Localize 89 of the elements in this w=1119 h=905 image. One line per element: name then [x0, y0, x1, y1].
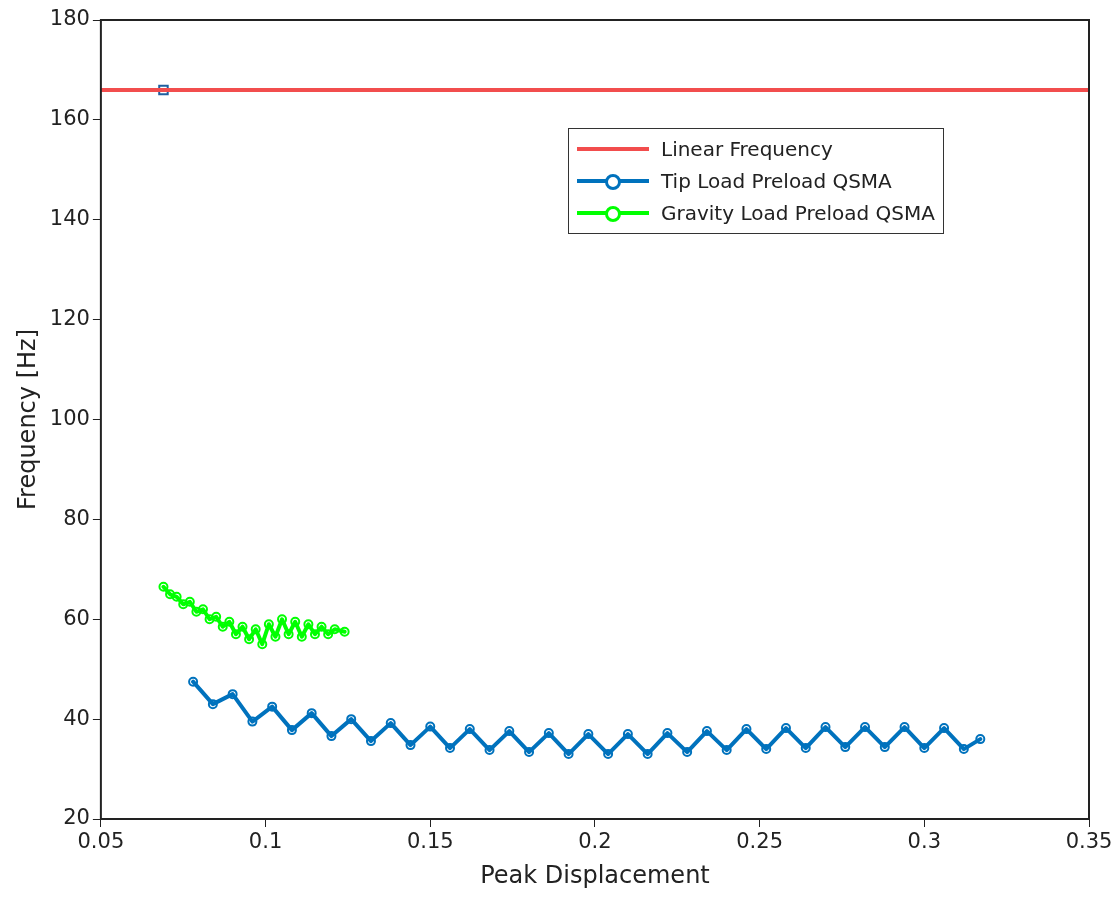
point: [207, 699, 218, 710]
point: [780, 723, 791, 734]
point: [800, 743, 811, 754]
x-tick-label: 0.05: [77, 829, 125, 854]
point: [316, 621, 327, 632]
point: [543, 728, 554, 739]
point: [178, 599, 189, 610]
point: [563, 749, 574, 760]
point: [339, 626, 350, 637]
point: [741, 724, 752, 735]
point: [286, 725, 297, 736]
point: [682, 747, 693, 758]
x-tick-label: 0.25: [736, 829, 784, 854]
y-tick-label: 100: [49, 405, 90, 430]
point: [303, 619, 314, 630]
point: [583, 729, 594, 740]
point: [820, 722, 831, 733]
point: [230, 629, 241, 640]
point: [270, 631, 281, 642]
point: [524, 747, 535, 758]
point: [899, 722, 910, 733]
point: [504, 726, 515, 737]
y-tick-label: 20: [63, 805, 90, 830]
x-tick-label: 0.1: [248, 829, 283, 854]
legend-label: Tip Load Preload QSMA: [660, 169, 892, 193]
point: [191, 606, 202, 617]
point: [939, 723, 950, 734]
point: [290, 616, 301, 627]
x-axis-title: Peak Displacement: [480, 860, 710, 889]
point: [642, 749, 653, 760]
point: [309, 629, 320, 640]
point: [346, 714, 357, 725]
point: [721, 745, 732, 756]
y-tick-label: 180: [49, 6, 90, 31]
point: [603, 749, 614, 760]
point: [244, 634, 255, 645]
point: [761, 744, 772, 755]
point: [464, 724, 475, 735]
point: [257, 639, 268, 650]
point: [701, 726, 712, 737]
point: [306, 708, 317, 719]
point: [250, 624, 261, 635]
y-tick-label: 80: [63, 505, 90, 530]
point: [385, 718, 396, 729]
point: [365, 736, 376, 747]
y-tick-label: 60: [63, 605, 90, 630]
point: [879, 742, 890, 753]
point: [197, 604, 208, 615]
point: [184, 596, 195, 607]
point: [323, 629, 334, 640]
point: [840, 742, 851, 753]
point: [326, 731, 337, 742]
point: [158, 84, 169, 96]
point: [329, 624, 340, 635]
x-tick-label: 0.15: [406, 829, 454, 854]
y-axis-title: Frequency [Hz]: [12, 329, 41, 510]
point: [919, 743, 930, 754]
point: [224, 616, 235, 627]
point: [622, 729, 633, 740]
point: [296, 631, 307, 642]
point: [425, 721, 436, 732]
point: [165, 589, 176, 600]
x-tick-label: 0.35: [1065, 829, 1113, 854]
point: [405, 740, 416, 751]
legend-label: Linear Frequency: [660, 137, 833, 161]
x-tick-label: 0.3: [907, 829, 942, 854]
point: [227, 689, 238, 700]
point: [484, 745, 495, 756]
point: [171, 591, 182, 602]
point: [445, 743, 456, 754]
point: [188, 676, 199, 687]
point: [860, 722, 871, 733]
point: [975, 734, 986, 745]
y-tick-label: 140: [49, 206, 90, 231]
y-tick-label: 160: [49, 106, 90, 131]
point: [247, 716, 258, 727]
point: [204, 614, 215, 625]
point: [237, 621, 248, 632]
point: [958, 744, 969, 755]
legend-label: Gravity Load Preload QSMA: [660, 201, 935, 225]
point: [158, 581, 169, 592]
point: [662, 728, 673, 739]
y-tick-label: 120: [49, 306, 90, 331]
point: [267, 701, 278, 712]
x-tick-label: 0.2: [578, 829, 612, 854]
point: [217, 621, 228, 632]
y-tick-label: 40: [63, 705, 90, 730]
point: [211, 611, 222, 622]
point: [283, 629, 294, 640]
